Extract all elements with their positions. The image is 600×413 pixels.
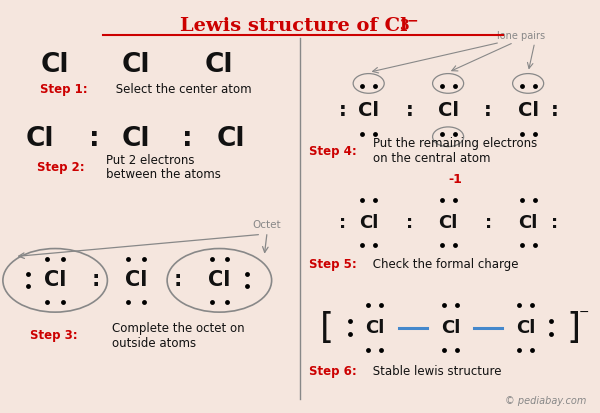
Text: ]: ] (566, 311, 581, 344)
Text: Cl: Cl (44, 271, 67, 290)
Text: Cl: Cl (122, 52, 150, 78)
Text: Octet: Octet (252, 220, 281, 230)
Text: Cl: Cl (26, 126, 55, 152)
Text: Cl: Cl (365, 318, 385, 337)
Text: © pediabay.com: © pediabay.com (505, 396, 587, 406)
Text: between the atoms: between the atoms (106, 169, 221, 181)
Text: −: − (406, 14, 418, 28)
Text: Put 2 electrons: Put 2 electrons (106, 154, 194, 166)
Text: :: : (406, 101, 413, 120)
Text: Cl: Cl (125, 271, 147, 290)
Text: Stable lewis structure: Stable lewis structure (368, 365, 501, 378)
Text: Cl: Cl (205, 52, 233, 78)
Text: :: : (339, 101, 347, 120)
Text: :: : (173, 271, 182, 290)
Text: on the central atom: on the central atom (373, 152, 490, 166)
Text: Step 4:: Step 4: (309, 145, 357, 158)
Text: Cl: Cl (122, 126, 150, 152)
Text: :: : (92, 271, 100, 290)
Text: Step 2:: Step 2: (37, 161, 85, 174)
Text: Step 3:: Step 3: (30, 329, 77, 342)
Text: Cl: Cl (217, 126, 245, 152)
Text: :: : (485, 214, 491, 232)
Text: Cl: Cl (516, 318, 535, 337)
Text: :: : (484, 101, 492, 120)
Text: Step 5:: Step 5: (309, 258, 357, 271)
Text: Step 1:: Step 1: (40, 83, 88, 96)
Text: :: : (182, 126, 193, 152)
Text: :: : (551, 101, 559, 120)
Text: Lewis structure of Cl: Lewis structure of Cl (180, 17, 408, 35)
Text: Cl: Cl (437, 101, 458, 120)
Text: Cl: Cl (41, 52, 70, 78)
Text: Cl: Cl (439, 214, 458, 232)
Text: −: − (578, 306, 589, 318)
Text: -1: -1 (448, 173, 462, 186)
Text: outside atoms: outside atoms (112, 337, 196, 349)
Text: Complete the octet on: Complete the octet on (112, 322, 245, 335)
Text: Cl: Cl (359, 214, 379, 232)
Text: Check the formal charge: Check the formal charge (368, 258, 518, 271)
Text: Put the remaining electrons: Put the remaining electrons (373, 137, 537, 150)
Text: Cl: Cl (518, 101, 539, 120)
Text: :: : (89, 126, 99, 152)
Text: :: : (340, 214, 347, 232)
Text: Cl: Cl (518, 214, 538, 232)
Text: Cl: Cl (208, 271, 230, 290)
Text: 3: 3 (399, 19, 409, 33)
Text: lone pairs: lone pairs (497, 31, 545, 41)
Text: Step 6:: Step 6: (309, 365, 357, 378)
Text: Cl: Cl (358, 101, 379, 120)
Text: Select the center atom: Select the center atom (112, 83, 251, 96)
Text: [: [ (320, 311, 334, 344)
Text: :: : (406, 214, 413, 232)
Text: :: : (551, 214, 559, 232)
Text: Cl: Cl (441, 318, 460, 337)
